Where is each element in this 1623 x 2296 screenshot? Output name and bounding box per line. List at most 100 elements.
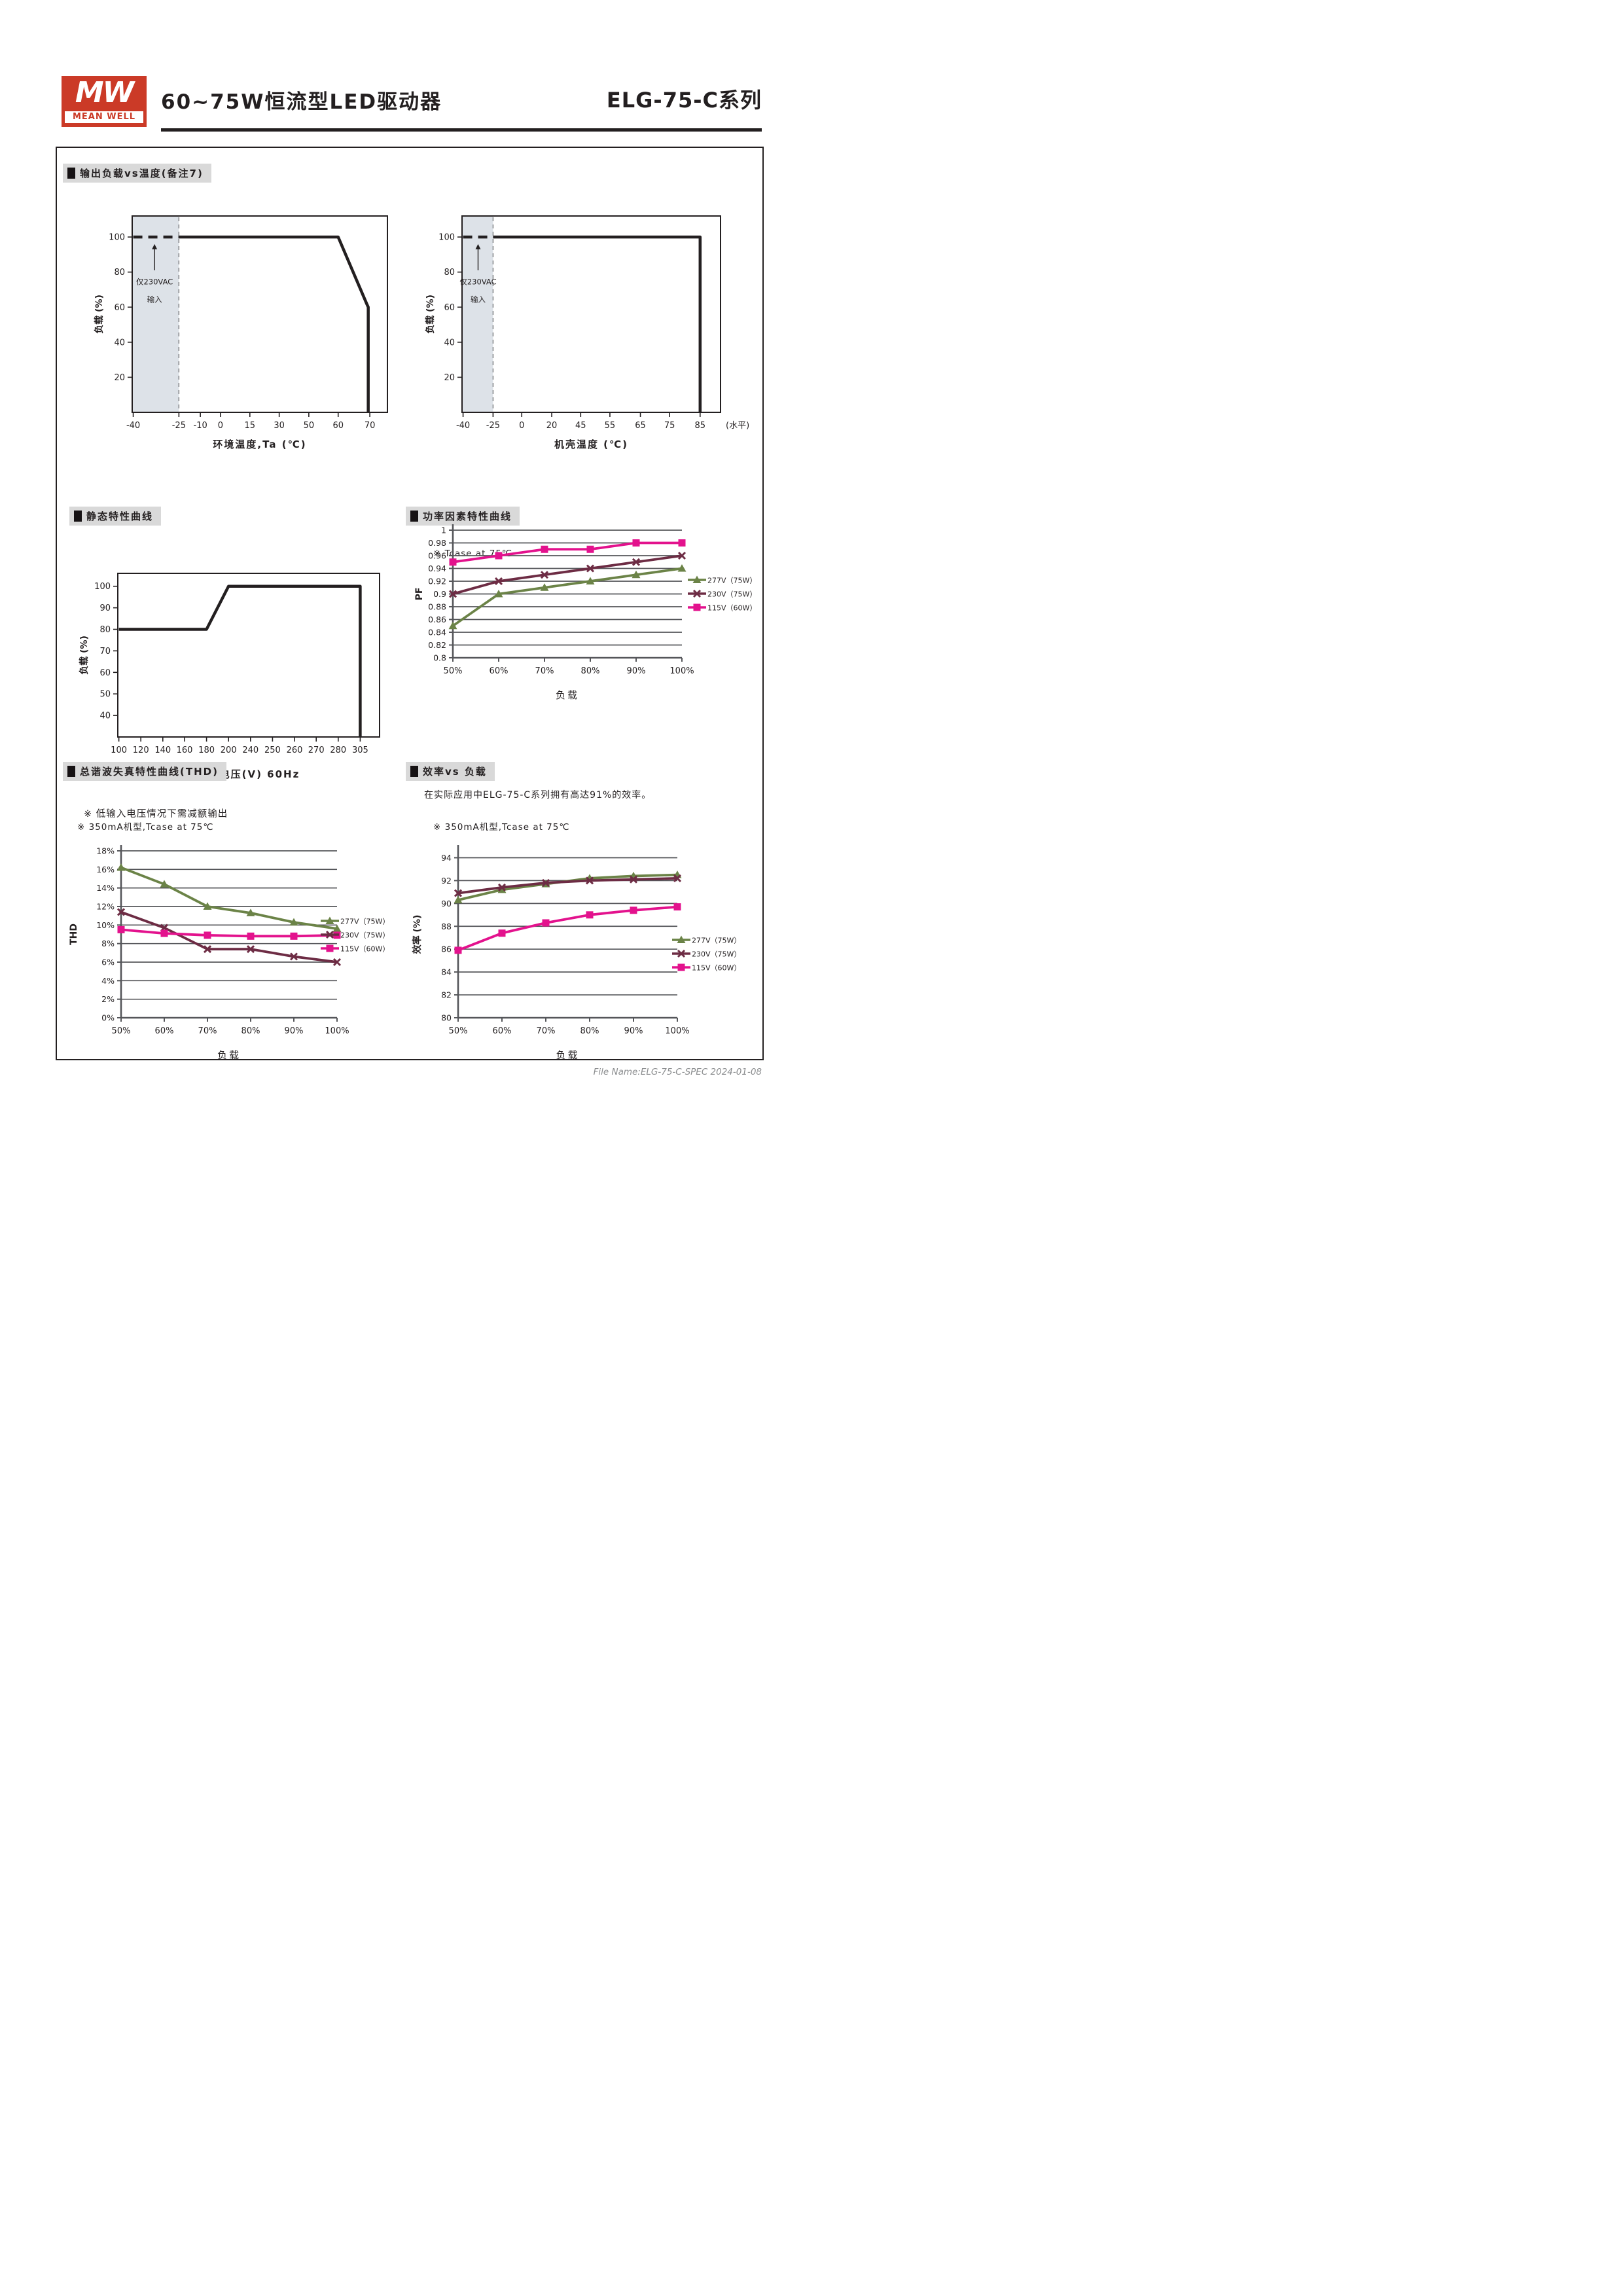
section-square-icon [67,766,75,777]
svg-text:环境温度,Ta (℃): 环境温度,Ta (℃) [213,439,306,450]
pf-chart-svg: 0.8 0.82 0.84 0.86 0.88 0.9 0.92 0.94 0.96 0.98 1 5… [414,524,757,701]
section-square-icon [67,168,75,179]
svg-text:输入: 输入 [147,295,162,304]
svg-text:90%: 90% [285,1026,304,1036]
svg-text:80%: 80% [241,1026,260,1036]
svg-text:250: 250 [264,745,281,755]
svg-text:负载: 负载 [556,1049,579,1061]
svg-text:100%: 100% [669,666,694,676]
case-chart-svg: 20 40 60 80 100 -40 -25 0 20 45 55 65 75 85 (水平) 仅230VA… [425,215,749,450]
svg-text:70%: 70% [537,1026,556,1036]
svg-text:1: 1 [441,526,446,535]
svg-text:0.88: 0.88 [428,602,446,612]
svg-text:20: 20 [444,373,455,383]
svg-text:0%: 0% [101,1013,115,1023]
svg-text:60%: 60% [493,1026,512,1036]
svg-text:70%: 70% [198,1026,217,1036]
svg-text:90%: 90% [624,1026,643,1036]
svg-text:-40: -40 [126,421,140,431]
section-output-load-vs-temp: 输出负载vs温度(备注7) [63,164,211,183]
svg-text:4%: 4% [101,976,115,986]
efficiency-description: 在实际应用中ELG-75-C系列拥有高达91%的效率。 [424,790,652,800]
svg-text:70%: 70% [535,666,554,676]
svg-text:65: 65 [635,421,646,431]
svg-text:85: 85 [695,421,706,431]
svg-text:60: 60 [332,421,344,431]
svg-text:100: 100 [109,233,125,243]
svg-text:60: 60 [99,668,111,678]
svg-text:PF: PF [414,588,425,601]
svg-text:60%: 60% [155,1026,174,1036]
file-name-footer: File Name:ELG-75-C-SPEC 2024-01-08 [593,1067,762,1077]
thd-chart: 0% 2% 4% 6% 8% 10% 12% 14% 16% 18% 50% 60% 70% 80% 90%… [62,842,429,1062]
svg-text:60: 60 [444,303,455,313]
svg-text:230V（75W）: 230V（75W） [692,950,741,959]
svg-text:18%: 18% [96,846,115,856]
svg-text:260: 260 [287,745,303,755]
section-square-icon [410,766,418,777]
svg-text:0.94: 0.94 [428,564,446,573]
svg-text:(水平): (水平) [726,421,749,431]
svg-text:100%: 100% [325,1026,349,1036]
page-title: 60~75W恒流型LED驱动器 [161,90,442,114]
svg-text:50%: 50% [444,666,463,676]
svg-text:6%: 6% [101,958,115,967]
eff-350ma-note: ※ 350mA机型,Tcase at 75℃ [433,822,570,833]
svg-text:机壳温度 (℃): 机壳温度 (℃) [554,439,628,450]
svg-text:20: 20 [546,421,558,431]
svg-text:80: 80 [441,1013,452,1023]
svg-text:92: 92 [441,876,452,886]
svg-text:120: 120 [133,745,149,755]
svg-text:90%: 90% [627,666,646,676]
low-input-voltage-note: ※ 低输入电压情况下需减额输出 [84,809,228,819]
header-rule [161,128,762,132]
section-thd-curve: 总谐波失真特性曲线(THD) [63,762,226,781]
section-efficiency-vs-load: 效率vs 负载 [406,762,495,781]
svg-text:86: 86 [441,944,452,954]
svg-text:230V（75W）: 230V（75W） [340,931,389,940]
svg-text:305: 305 [352,745,368,755]
svg-text:140: 140 [154,745,171,755]
content-box [56,147,764,1060]
case-temp-derating-chart: 20 40 60 80 100 -40 -25 0 20 45 55 65 75 85 (水平) 仅230VA… [424,195,751,456]
svg-text:输入: 输入 [471,295,486,304]
section-square-icon [74,511,82,522]
svg-text:90: 90 [441,899,452,908]
svg-text:160: 160 [177,745,193,755]
svg-text:82: 82 [441,990,452,1000]
svg-text:80%: 80% [580,1026,599,1036]
ambient-derating-chart: 20 40 60 80 100 -40 -25 -10 0 15 30 50 60 70 仅230VAC 输入… [92,195,399,456]
svg-text:负载 (%): 负载 (%) [94,295,105,334]
svg-text:100: 100 [111,745,127,755]
mean-well-wordmark: MEAN WELL [65,111,143,123]
svg-text:100: 100 [438,233,455,243]
svg-text:200: 200 [221,745,237,755]
svg-text:40: 40 [444,338,455,348]
svg-text:100%: 100% [665,1026,689,1036]
svg-text:115V（60W）: 115V（60W） [340,945,389,954]
svg-text:-40: -40 [456,421,470,431]
svg-text:100: 100 [94,582,111,592]
section-power-factor-curve: 功率因素特性曲线 [406,507,520,526]
series-title: ELG-75-C系列 [606,88,762,113]
svg-text:230V（75W）: 230V（75W） [707,590,757,599]
svg-text:THD: THD [69,924,79,945]
svg-text:效率 (%): 效率 (%) [412,915,423,954]
svg-text:280: 280 [330,745,346,755]
svg-text:10%: 10% [96,920,115,930]
thd-350ma-note: ※ 350mA机型,Tcase at 75℃ [77,822,214,833]
mean-well-logo: MW MEAN WELL [62,76,147,127]
svg-text:60%: 60% [490,666,508,676]
svg-text:负载 (%): 负载 (%) [79,636,90,675]
svg-text:115V（60W）: 115V（60W） [692,964,741,973]
svg-text:0.92: 0.92 [428,577,446,586]
svg-text:仅230VAC: 仅230VAC [136,277,173,286]
svg-text:88: 88 [441,922,452,931]
svg-text:-25: -25 [172,421,186,431]
svg-text:80%: 80% [581,666,600,676]
svg-text:75: 75 [664,421,675,431]
efficiency-chart: 80 82 84 86 88 90 92 94 50% 60% 70% 80% 90% 100% 277V（… [401,842,762,1062]
mw-logo-glyph: MW [75,76,134,109]
svg-text:15: 15 [245,421,256,431]
svg-text:180: 180 [198,745,215,755]
